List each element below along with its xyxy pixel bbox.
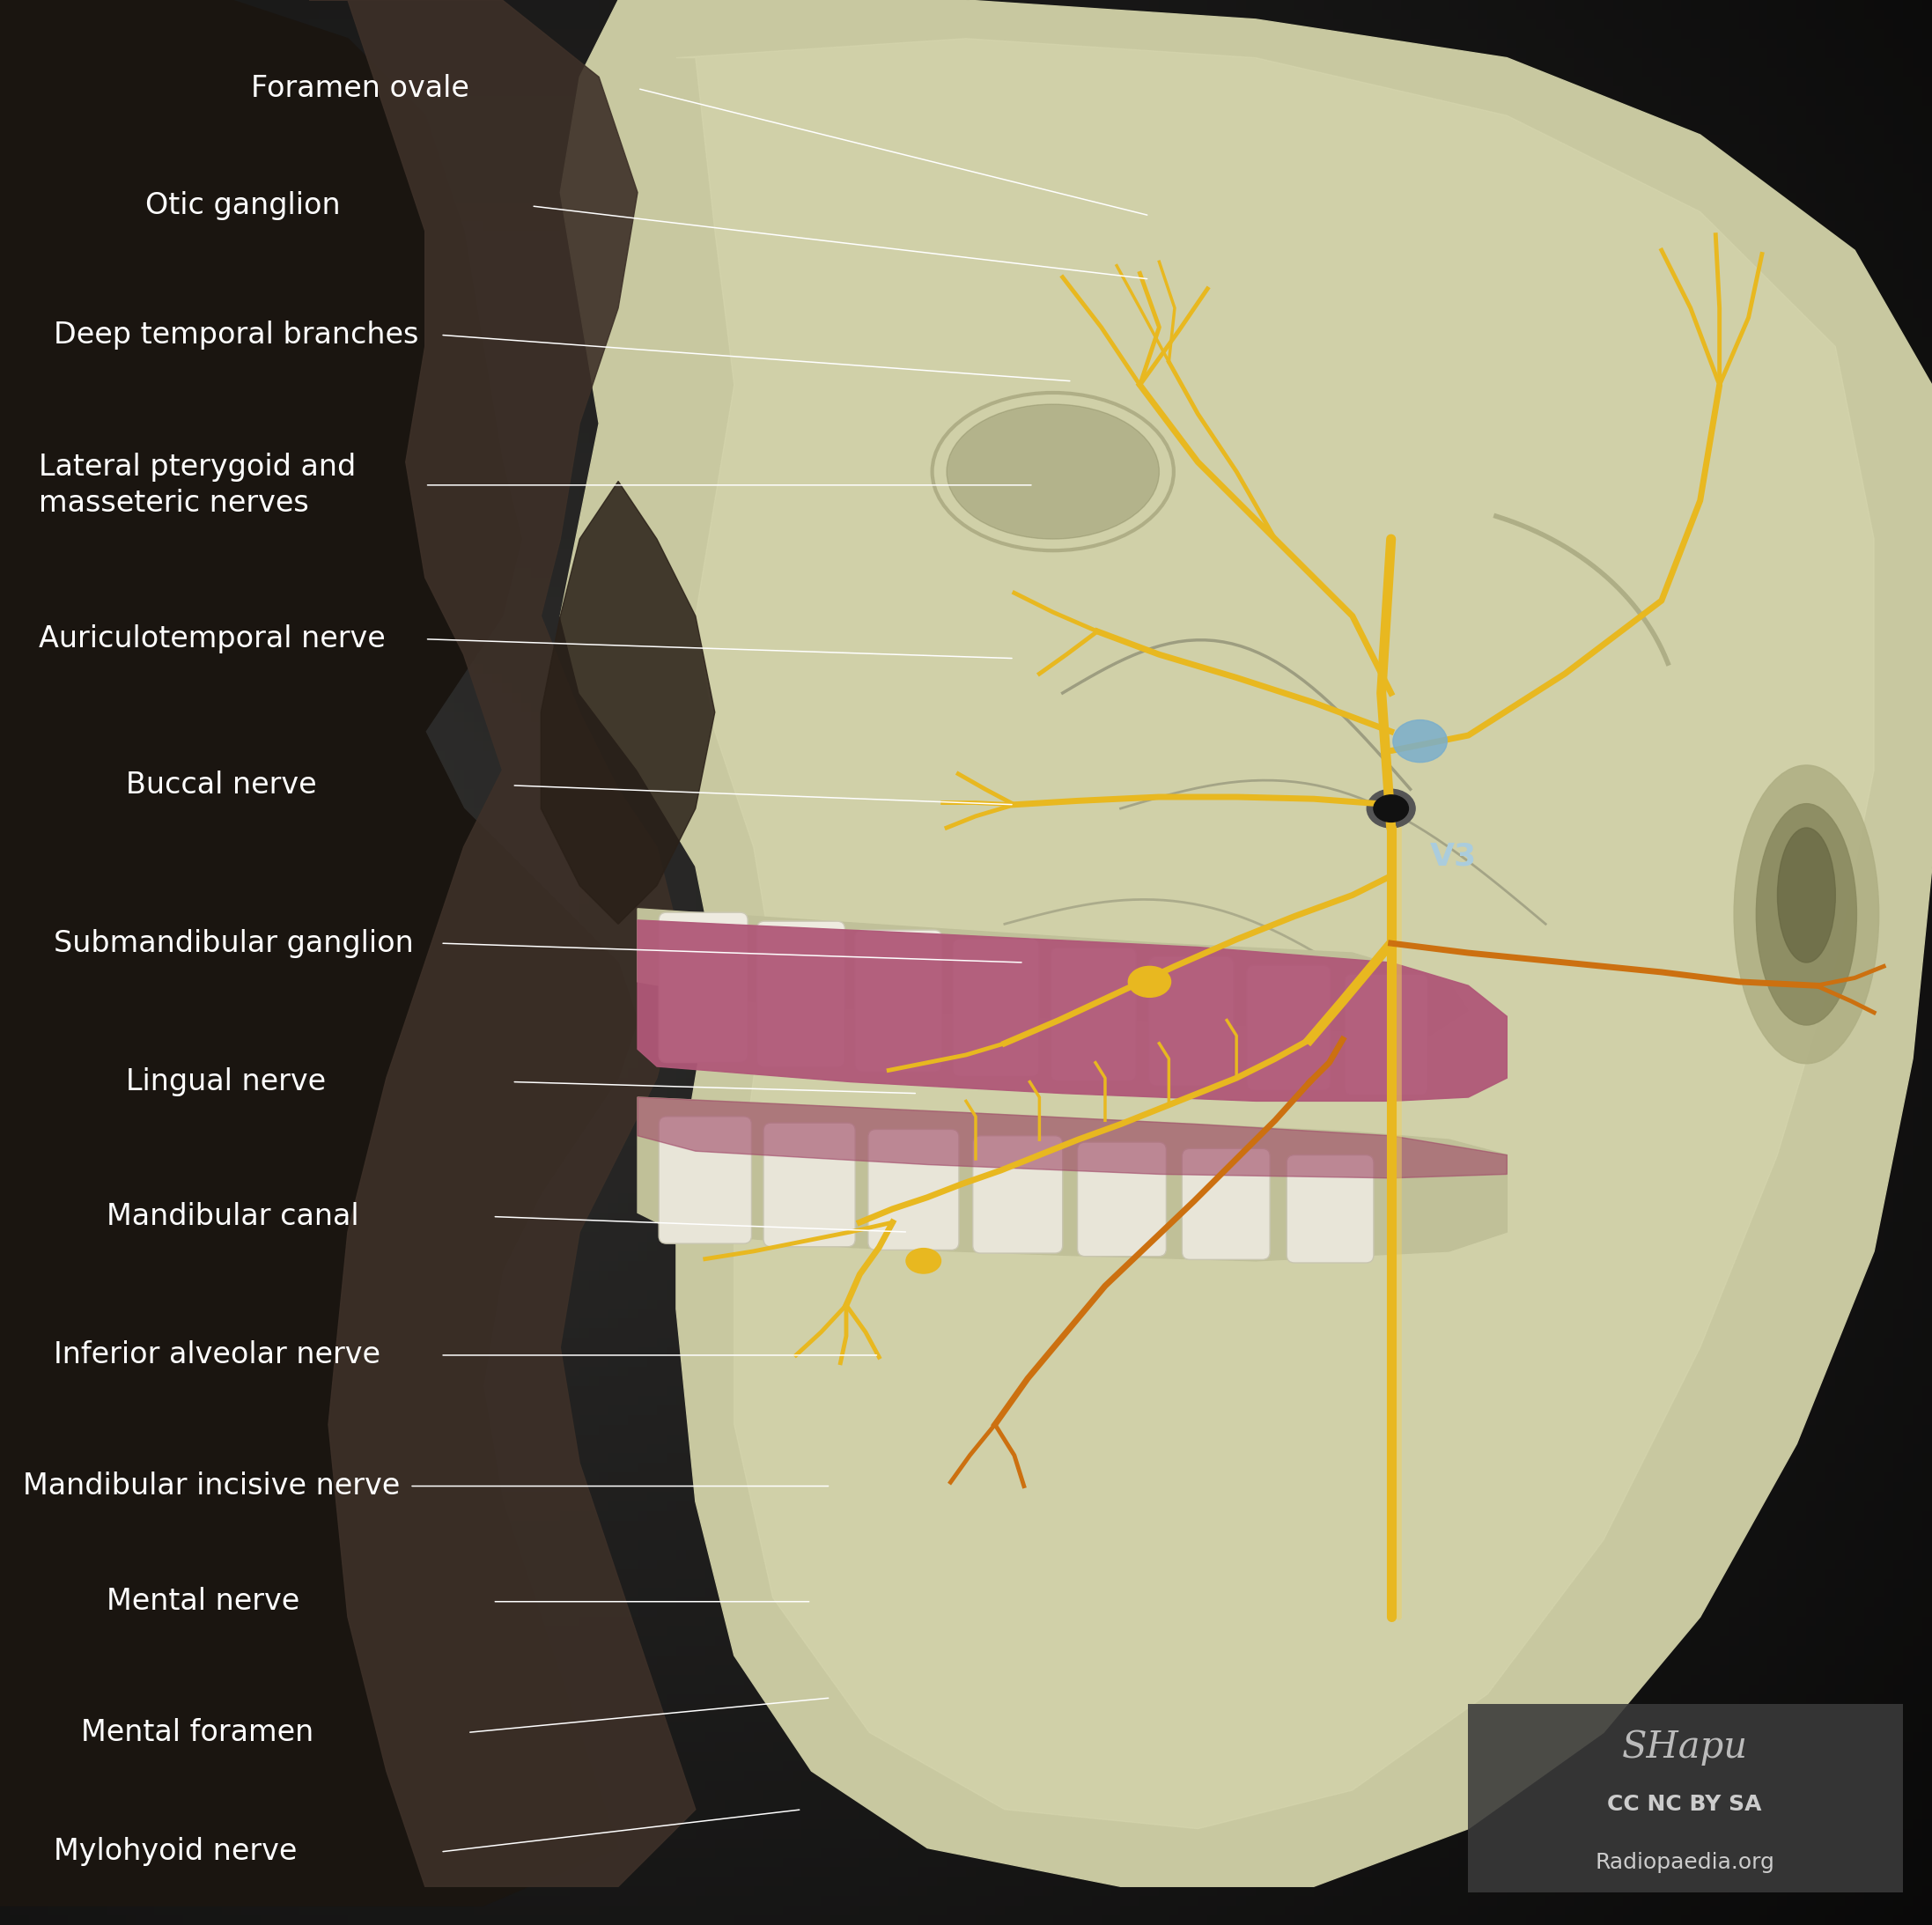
Ellipse shape (1393, 720, 1447, 762)
Text: Buccal nerve: Buccal nerve (126, 770, 317, 801)
Polygon shape (0, 0, 638, 1906)
Text: Lingual nerve: Lingual nerve (126, 1066, 327, 1097)
Ellipse shape (1756, 805, 1857, 1024)
Text: Mental nerve: Mental nerve (106, 1586, 299, 1617)
Text: Deep temporal branches: Deep temporal branches (54, 320, 419, 350)
Text: Foramen ovale: Foramen ovale (251, 73, 469, 104)
FancyBboxPatch shape (854, 930, 943, 1072)
FancyBboxPatch shape (1345, 974, 1428, 1095)
Polygon shape (638, 1097, 1507, 1261)
Ellipse shape (906, 1249, 941, 1274)
FancyBboxPatch shape (659, 912, 748, 1063)
Polygon shape (638, 920, 1507, 1101)
Ellipse shape (1777, 828, 1835, 962)
Polygon shape (560, 0, 1932, 1886)
Text: V3: V3 (1430, 841, 1476, 872)
FancyBboxPatch shape (1468, 1704, 1903, 1892)
FancyBboxPatch shape (1287, 1155, 1374, 1263)
Ellipse shape (947, 404, 1159, 539)
Polygon shape (676, 38, 1874, 1829)
Text: SHapu: SHapu (1621, 1729, 1748, 1765)
Polygon shape (638, 909, 1468, 1036)
Ellipse shape (1374, 795, 1408, 822)
Text: CC NC BY SA: CC NC BY SA (1607, 1794, 1762, 1815)
FancyBboxPatch shape (1051, 947, 1136, 1082)
Text: Otic ganglion: Otic ganglion (145, 191, 340, 221)
Ellipse shape (1128, 966, 1171, 997)
FancyBboxPatch shape (659, 1116, 752, 1244)
Polygon shape (309, 0, 696, 1886)
FancyBboxPatch shape (757, 922, 844, 1066)
Text: Auriculotemporal nerve: Auriculotemporal nerve (39, 624, 384, 654)
FancyBboxPatch shape (952, 939, 1039, 1076)
FancyBboxPatch shape (1246, 964, 1331, 1091)
FancyBboxPatch shape (972, 1136, 1063, 1253)
Text: Mandibular canal: Mandibular canal (106, 1201, 359, 1232)
FancyBboxPatch shape (1182, 1149, 1269, 1259)
FancyBboxPatch shape (867, 1130, 958, 1249)
Polygon shape (541, 481, 715, 924)
FancyBboxPatch shape (1078, 1142, 1167, 1257)
Ellipse shape (1366, 789, 1414, 828)
Text: Mental foramen: Mental foramen (81, 1717, 313, 1748)
Text: Mylohyoid nerve: Mylohyoid nerve (54, 1836, 298, 1867)
Text: Submandibular ganglion: Submandibular ganglion (54, 928, 413, 959)
Text: Radiopaedia.org: Radiopaedia.org (1596, 1852, 1774, 1873)
Polygon shape (638, 1097, 1507, 1178)
FancyBboxPatch shape (1150, 957, 1233, 1086)
Ellipse shape (1735, 766, 1880, 1063)
Text: Mandibular incisive nerve: Mandibular incisive nerve (23, 1471, 400, 1502)
Text: Inferior alveolar nerve: Inferior alveolar nerve (54, 1340, 381, 1371)
Text: Lateral pterygoid and
masseteric nerves: Lateral pterygoid and masseteric nerves (39, 452, 355, 518)
FancyBboxPatch shape (763, 1122, 856, 1247)
